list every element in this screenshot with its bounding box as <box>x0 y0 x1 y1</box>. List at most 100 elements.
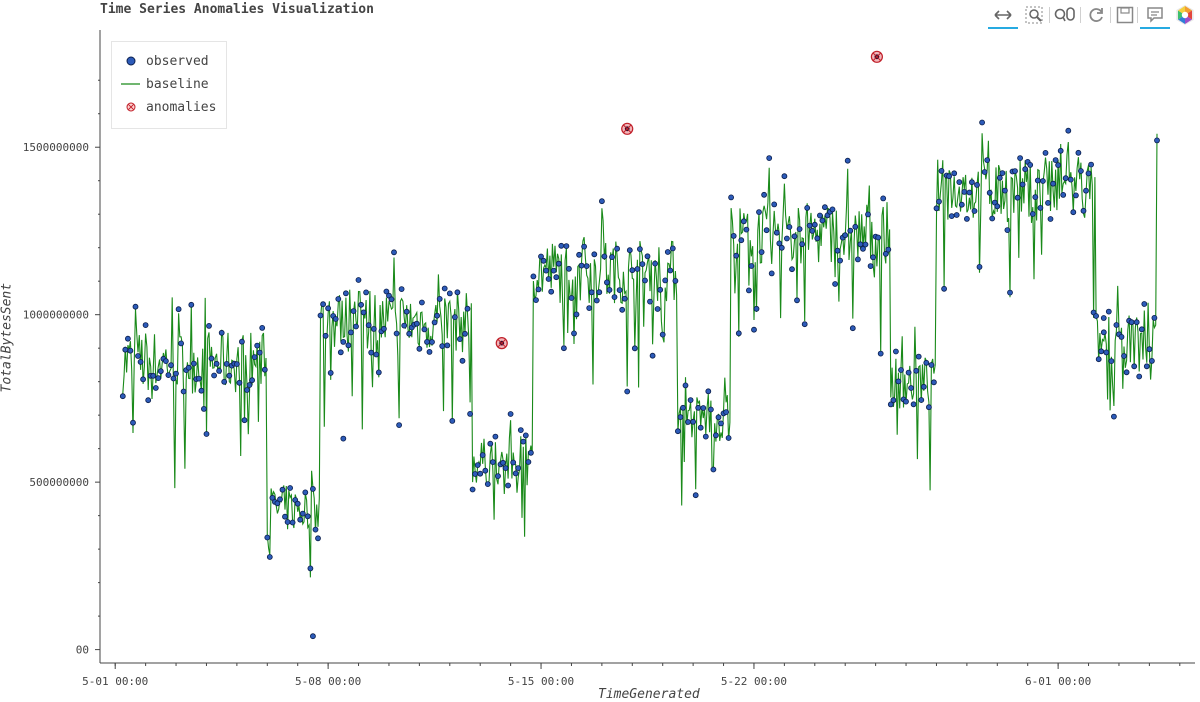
observed-point[interactable] <box>875 234 882 241</box>
observed-point[interactable] <box>1037 204 1044 211</box>
observed-point[interactable] <box>467 410 474 417</box>
observed-point[interactable] <box>657 286 664 293</box>
observed-point[interactable] <box>548 288 555 295</box>
observed-point[interactable] <box>520 438 527 445</box>
observed-point[interactable] <box>887 401 894 408</box>
observed-point[interactable] <box>353 323 359 330</box>
observed-point[interactable] <box>986 189 993 196</box>
observed-point[interactable] <box>1070 209 1077 216</box>
anomaly-marker[interactable] <box>495 337 508 350</box>
observed-point[interactable] <box>269 494 276 501</box>
observed-point[interactable] <box>125 335 131 342</box>
observed-point[interactable] <box>634 266 641 272</box>
observed-point[interactable] <box>806 222 813 229</box>
observed-point[interactable] <box>418 299 425 306</box>
observed-point[interactable] <box>621 295 628 302</box>
observed-point[interactable] <box>685 419 691 425</box>
observed-point[interactable] <box>1083 187 1089 194</box>
observed-point[interactable] <box>913 367 920 374</box>
observed-point[interactable] <box>190 360 197 367</box>
observed-point[interactable] <box>784 235 790 242</box>
observed-point[interactable] <box>441 285 448 292</box>
observed-point[interactable] <box>365 322 372 329</box>
observed-point[interactable] <box>195 375 202 382</box>
observed-point[interactable] <box>198 387 205 394</box>
observed-point[interactable] <box>515 465 522 472</box>
observed-point[interactable] <box>439 343 446 350</box>
observed-point[interactable] <box>206 322 212 329</box>
observed-point[interactable] <box>256 349 263 356</box>
observed-point[interactable] <box>350 308 357 315</box>
observed-point[interactable] <box>1100 315 1107 321</box>
observed-point[interactable] <box>533 297 539 304</box>
observed-point[interactable] <box>675 428 681 435</box>
observed-point[interactable] <box>624 388 631 395</box>
observed-point[interactable] <box>1002 187 1008 194</box>
observed-point[interactable] <box>989 215 996 222</box>
observed-point[interactable] <box>500 459 506 466</box>
observed-point[interactable] <box>1047 216 1054 222</box>
observed-point[interactable] <box>794 297 800 304</box>
observed-point[interactable] <box>576 251 582 258</box>
observed-point[interactable] <box>284 519 291 525</box>
observed-point[interactable] <box>583 263 590 270</box>
observed-point[interactable] <box>325 305 332 312</box>
observed-point[interactable] <box>748 263 755 269</box>
observed-point[interactable] <box>974 181 980 188</box>
observed-point[interactable] <box>768 270 775 277</box>
observed-point[interactable] <box>611 294 618 301</box>
observed-point[interactable] <box>1118 333 1125 340</box>
observed-point[interactable] <box>360 309 367 316</box>
observed-point[interactable] <box>1100 329 1107 336</box>
observed-point[interactable] <box>1133 319 1140 326</box>
observed-point[interactable] <box>241 417 248 424</box>
observed-point[interactable] <box>505 482 512 489</box>
observed-point[interactable] <box>309 485 316 492</box>
observed-point[interactable] <box>213 360 220 367</box>
observed-point[interactable] <box>664 249 671 255</box>
observed-point[interactable] <box>1052 157 1059 164</box>
observed-point[interactable] <box>659 331 666 338</box>
observed-point[interactable] <box>162 358 169 365</box>
observed-point[interactable] <box>416 345 423 352</box>
observed-point[interactable] <box>512 470 519 477</box>
observed-point[interactable] <box>302 489 309 496</box>
observed-point[interactable] <box>495 473 501 480</box>
anomaly-marker[interactable] <box>870 50 883 63</box>
observed-point[interactable] <box>923 359 930 366</box>
observed-point[interactable] <box>221 378 228 385</box>
observed-point[interactable] <box>619 306 626 313</box>
observed-point[interactable] <box>223 360 230 367</box>
observed-point[interactable] <box>188 301 195 308</box>
observed-point[interactable] <box>969 179 975 186</box>
observed-point[interactable] <box>168 362 174 369</box>
observed-point[interactable] <box>1093 313 1099 319</box>
observed-point[interactable] <box>951 170 958 177</box>
observed-point[interactable] <box>809 227 816 234</box>
observed-point[interactable] <box>893 348 899 355</box>
observed-point[interactable] <box>145 397 152 404</box>
observed-point[interactable] <box>528 449 534 456</box>
observed-point[interactable] <box>403 308 410 315</box>
hover-tool-icon[interactable] <box>1140 2 1170 29</box>
observed-point[interactable] <box>629 267 636 274</box>
observed-point[interactable] <box>1098 348 1105 355</box>
observed-point[interactable] <box>682 382 689 389</box>
observed-point[interactable] <box>1062 175 1069 182</box>
observed-point[interactable] <box>662 277 669 284</box>
observed-point[interactable] <box>1014 194 1021 201</box>
observed-point[interactable] <box>847 227 854 234</box>
observed-point[interactable] <box>489 459 496 466</box>
observed-point[interactable] <box>538 253 544 260</box>
observed-point[interactable] <box>355 277 362 283</box>
observed-point[interactable] <box>822 204 828 211</box>
observed-point[interactable] <box>135 353 141 359</box>
observed-point[interactable] <box>814 235 821 242</box>
observed-point[interactable] <box>165 372 172 379</box>
observed-point[interactable] <box>819 217 826 224</box>
observed-point[interactable] <box>233 361 240 368</box>
observed-point[interactable] <box>713 432 719 439</box>
observed-point[interactable] <box>375 369 382 376</box>
bokeh-logo-icon[interactable] <box>1172 2 1198 28</box>
